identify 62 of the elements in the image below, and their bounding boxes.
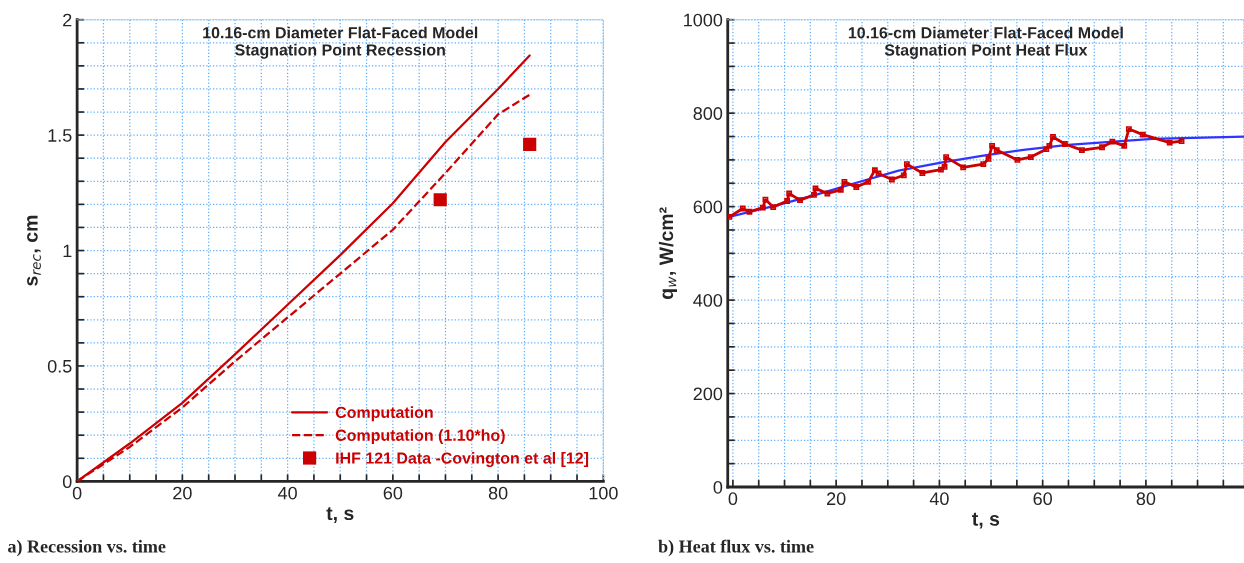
point xyxy=(797,197,803,203)
point xyxy=(919,170,926,176)
point xyxy=(1125,126,1132,132)
text: 10.16-cm Diameter Flat-Faced Model Stagnation Point Heat Flux xyxy=(848,26,1123,59)
x-tick-label: 60 xyxy=(1033,492,1052,506)
point xyxy=(980,161,987,168)
x-tick-label: 100 xyxy=(589,486,618,500)
y-tick-label: 600 xyxy=(693,200,723,214)
point xyxy=(989,142,995,149)
point xyxy=(853,184,860,190)
point xyxy=(993,147,1000,153)
y-tick-label: 1000 xyxy=(684,13,723,27)
x-tick-label: 20 xyxy=(173,486,192,500)
point xyxy=(1099,144,1105,151)
y-tick-label: 800 xyxy=(693,107,723,120)
text: b) Heat flux vs. time xyxy=(658,539,814,557)
x-tick-label: 40 xyxy=(277,486,297,500)
point xyxy=(1050,134,1056,140)
point xyxy=(1121,142,1128,149)
y-axis-title: s$_{rec}$, cm xyxy=(27,215,41,286)
point xyxy=(1166,139,1173,146)
point xyxy=(943,154,950,161)
point xyxy=(1139,131,1146,138)
y-tick-label: 1.5 xyxy=(48,129,72,142)
x-tick-label: 40 xyxy=(929,492,949,506)
point xyxy=(1109,138,1116,145)
x-axis-title: t, s xyxy=(972,512,1000,529)
legend-label: IHF 121 Data -Covington et al [12] xyxy=(336,452,589,467)
legend-label: Computation xyxy=(335,406,433,422)
y-tick-label: 1 xyxy=(63,244,72,258)
point xyxy=(1061,141,1068,147)
point xyxy=(1078,147,1085,153)
point xyxy=(903,161,910,168)
y-tick-label: 200 xyxy=(693,387,723,401)
point xyxy=(871,167,878,174)
point xyxy=(1046,142,1053,149)
x-tick-label: 0 xyxy=(728,492,738,506)
point xyxy=(837,186,844,193)
point xyxy=(960,164,967,171)
x-tick-label: 80 xyxy=(1136,492,1156,506)
line-series xyxy=(727,126,1185,220)
point xyxy=(1027,154,1034,161)
point xyxy=(1014,156,1021,163)
y-tick-label: 2 xyxy=(63,13,72,27)
point xyxy=(841,178,848,185)
text: a) Recession vs. time xyxy=(8,539,166,557)
legend-label: Computation (1.10*ho) xyxy=(335,429,505,445)
point xyxy=(784,198,791,204)
point xyxy=(865,178,872,185)
x-axis-title: t, s xyxy=(326,507,354,523)
x-tick-label: 80 xyxy=(488,486,508,500)
x-tick-label: 20 xyxy=(827,492,846,506)
y-tick-label: 0.5 xyxy=(47,359,72,373)
point xyxy=(900,172,907,179)
point xyxy=(811,192,817,198)
y-tick-label: 0 xyxy=(62,475,72,489)
text: 10.16-cm Diameter Flat-Faced Model Stagnation Point Recession xyxy=(203,26,478,59)
x-tick-label: 0 xyxy=(72,486,82,500)
x-tick-label: 60 xyxy=(383,486,403,500)
y-tick-label: 400 xyxy=(693,294,723,307)
y-axis-title: q$_{w}$, W/cm² xyxy=(658,207,678,300)
point xyxy=(770,204,777,211)
